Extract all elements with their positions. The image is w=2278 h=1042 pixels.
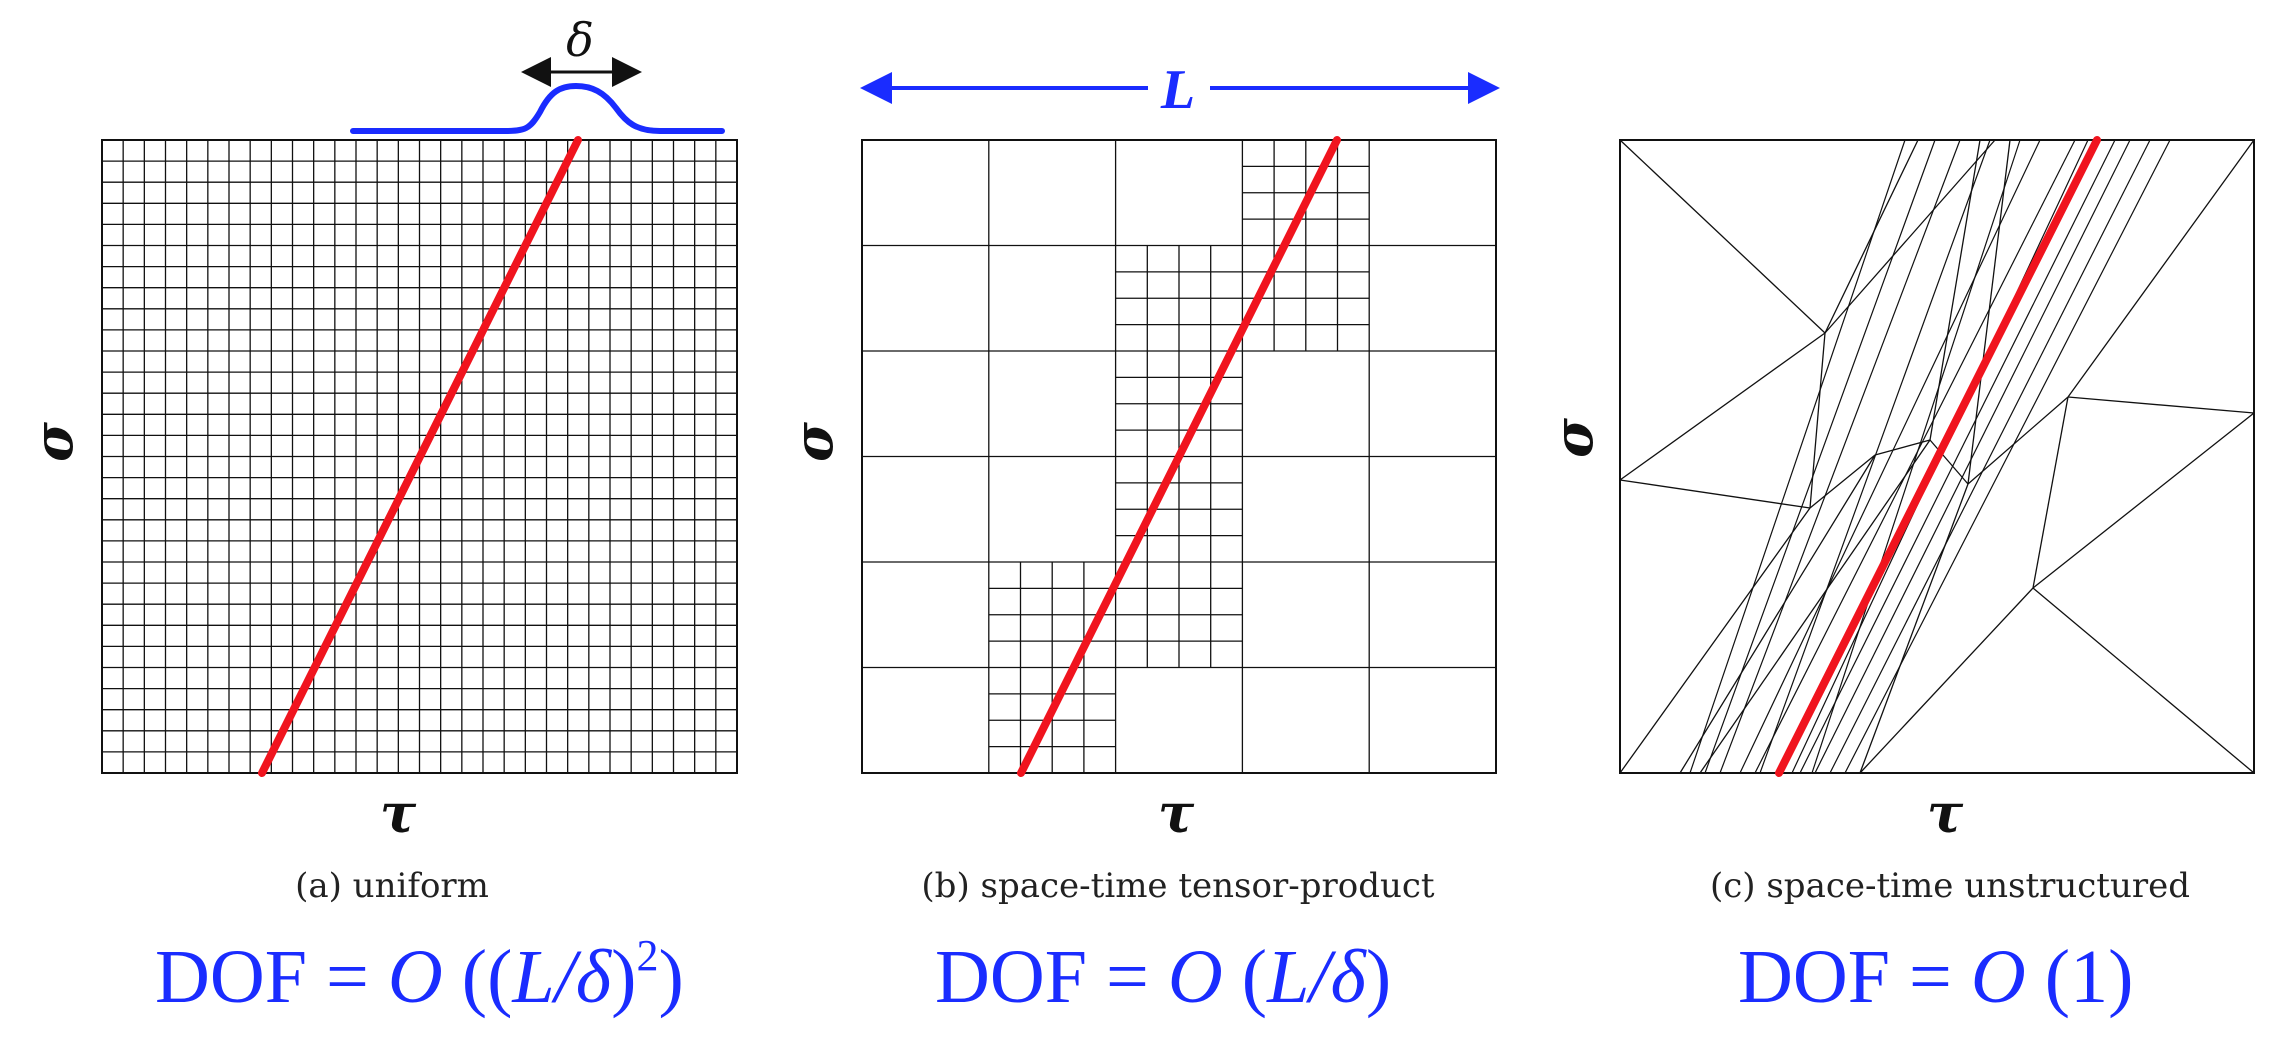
- formula-a: DOF = O ((L/δ)2): [155, 931, 684, 1019]
- mesh-edge: [1929, 439, 1969, 485]
- front-line-c: [1775, 136, 2101, 777]
- mesh-edge: [1799, 139, 2116, 774]
- mesh-edge: [1844, 139, 2171, 774]
- mesh-edge: [1619, 332, 1826, 481]
- mesh-edge: [1704, 139, 1936, 774]
- pulse-profile: [350, 82, 725, 134]
- mesh-edge: [1754, 139, 2076, 774]
- mesh-edge: [1809, 332, 1826, 509]
- uniform-mesh: [102, 140, 737, 773]
- mesh-edge: [1967, 139, 2011, 485]
- mesh-edge: [1824, 139, 1919, 334]
- mesh-edge: [1739, 139, 2041, 774]
- mesh-edge: [1719, 139, 1961, 774]
- mesh-edge: [1679, 454, 1876, 774]
- mesh-edge: [1824, 139, 1996, 334]
- front-line-a: [258, 136, 582, 777]
- formula-b: DOF = O (L/δ): [935, 935, 1391, 1019]
- panel-b-frame: [861, 139, 1497, 774]
- panel-tensor-product: L σ τ (b) space-time tensor-product DOF …: [781, 59, 1500, 1019]
- panel-uniform: δ σ τ (a) uniform DOF = O ((L/δ)2): [21, 13, 738, 1019]
- delta-label: δ: [566, 13, 594, 67]
- panel-unstructured: σ τ (c) space-time unstructured DOF = O …: [1541, 136, 2255, 1019]
- mesh-edge: [1619, 479, 1811, 509]
- caption-a: (a) uniform: [295, 866, 489, 906]
- tau-label-c: τ: [1927, 781, 1964, 845]
- mesh-edge: [1859, 483, 1969, 774]
- sigma-label-a: σ: [21, 422, 85, 462]
- mesh-edge: [1689, 139, 1906, 774]
- mesh-edge: [1809, 454, 1876, 509]
- mesh-edge: [2067, 396, 2255, 414]
- mesh-edge: [2067, 139, 2255, 398]
- formula-c: DOF = O (1): [1738, 935, 2133, 1019]
- unstructured-mesh: [1619, 139, 2255, 774]
- mesh-edge: [2032, 412, 2255, 589]
- mesh-edge: [1759, 139, 1991, 774]
- mesh-edge: [1699, 439, 1931, 774]
- tensor-product-mesh: [862, 140, 1496, 773]
- mesh-edge: [1619, 507, 1811, 774]
- caption-b: (b) space-time tensor-product: [921, 866, 1434, 906]
- caption-c: (c) space-time unstructured: [1710, 866, 2190, 906]
- sigma-label-b: σ: [781, 422, 845, 462]
- mesh-edge: [2032, 396, 2069, 589]
- mesh-edge: [1814, 139, 2131, 774]
- panel-c-frame: [1619, 139, 2255, 774]
- L-label-bg: [1148, 60, 1210, 116]
- mesh-edge: [1967, 396, 2069, 485]
- mesh-edge: [2032, 587, 2255, 774]
- sigma-label-c: σ: [1541, 418, 1605, 458]
- mesh-edge: [1619, 139, 1826, 334]
- front-line-b: [1017, 136, 1341, 777]
- tau-label-b: τ: [1158, 781, 1195, 845]
- L-label: L: [1160, 59, 1195, 121]
- tau-label-a: τ: [380, 781, 417, 845]
- mesh-edge: [1829, 139, 2151, 774]
- mesh-edge: [1859, 587, 2034, 774]
- panel-a-frame: [101, 139, 738, 774]
- mesh-edge: [1811, 139, 2021, 774]
